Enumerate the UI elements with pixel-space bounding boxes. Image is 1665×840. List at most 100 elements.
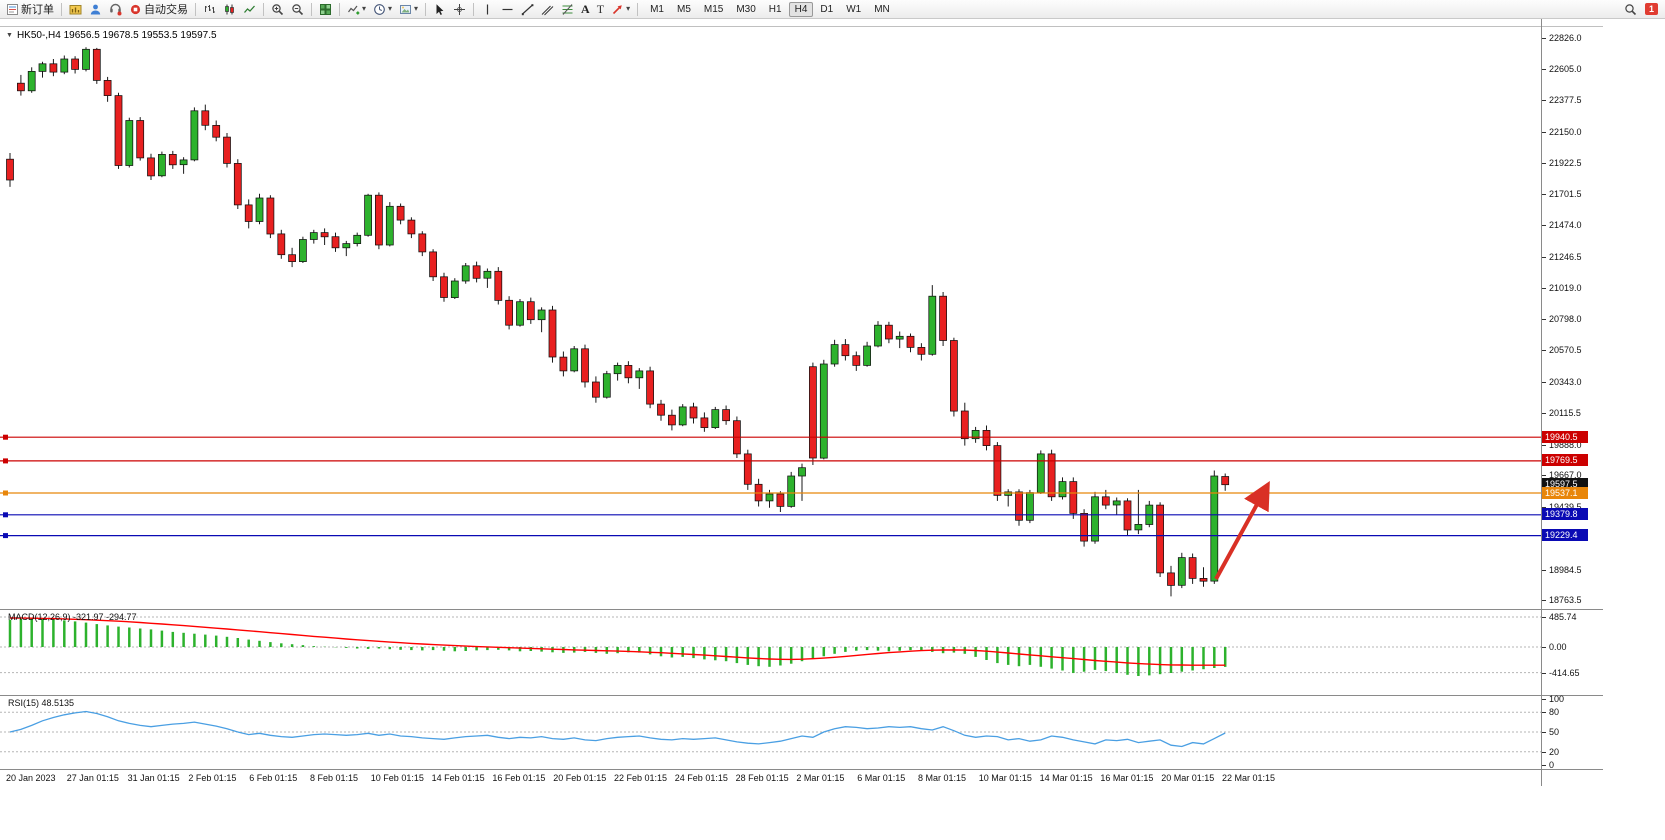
axis-tick: [1542, 647, 1546, 648]
axis-tick: [1542, 68, 1546, 70]
axis-label: 21019.0: [1549, 283, 1582, 293]
timeframe-button-m5[interactable]: M5: [676, 3, 691, 15]
timeframe-button-mn[interactable]: MN: [874, 3, 890, 15]
time-label: 20 Feb 01:15: [553, 773, 607, 783]
axis-tick: [1542, 765, 1546, 766]
new-order-icon: [7, 3, 18, 15]
text-label-button[interactable]: T: [594, 1, 607, 18]
templates-button[interactable]: ▾: [396, 1, 421, 18]
caret-down-icon: ▾: [388, 4, 393, 13]
candlestick-chart-icon: [225, 4, 234, 14]
main-chart-canvas[interactable]: [0, 27, 1541, 608]
crosshair-button[interactable]: [450, 1, 469, 18]
time-label: 16 Mar 01:15: [1100, 773, 1154, 783]
timeframe-button-d1[interactable]: D1: [820, 3, 834, 15]
label-tool-label: T: [596, 1, 605, 16]
timeframe-button-m1[interactable]: M1: [650, 3, 664, 15]
axis-tick: [1542, 475, 1546, 477]
axis-label: 50: [1549, 727, 1560, 737]
trend-arrow-annotation[interactable]: [1214, 480, 1270, 580]
collapse-arrow-icon[interactable]: ▼: [6, 32, 13, 39]
channel-button[interactable]: [538, 1, 557, 18]
line-chart-icon: [244, 5, 255, 13]
time-label: 24 Feb 01:15: [674, 773, 728, 783]
macd-label: MACD(12,26,9) -321.97 -294.77: [8, 612, 137, 622]
indicators-button[interactable]: ▾: [344, 1, 369, 18]
symbol-ohlc-header: ▼ HK50-,H4 19656.5 19678.5 19553.5 19597…: [6, 30, 217, 41]
search-button[interactable]: [1621, 1, 1640, 18]
periods-button[interactable]: ▾: [370, 1, 395, 18]
axis-label: 21474.0: [1549, 220, 1582, 231]
price-tag: 19940.5: [1542, 430, 1588, 443]
cursor-button[interactable]: [430, 1, 449, 18]
arrows-button[interactable]: ▾: [608, 1, 633, 18]
zoom-in-button[interactable]: [268, 1, 287, 18]
vertical-line-button[interactable]: [478, 1, 497, 18]
timeframe-button-h1[interactable]: H1: [768, 3, 782, 15]
new-order-button[interactable]: 新订单: [3, 1, 57, 18]
axis-label: 21922.5: [1549, 158, 1582, 169]
time-axis[interactable]: 20 Jan 2023 27 Jan 01:15 31 Jan 01:15 2 Feb…: [0, 770, 1603, 786]
time-label: 10 Mar 01:15: [978, 773, 1032, 783]
time-label: 28 Feb 01:15: [735, 773, 789, 783]
autotrading-icon: [130, 4, 141, 14]
toolbar-separator: [425, 2, 427, 16]
community-button[interactable]: [86, 1, 105, 18]
line-chart-button[interactable]: [240, 1, 259, 18]
axis-tick: [1542, 712, 1546, 714]
time-label: 6 Mar 01:15: [857, 773, 906, 783]
axis-tick: [1542, 318, 1546, 320]
time-label: 10 Feb 01:15: [370, 773, 424, 783]
axis-label: 22605.0: [1549, 63, 1582, 74]
time-label: 2 Mar 01:15: [796, 773, 845, 783]
axis-label: 80: [1549, 707, 1560, 718]
horizontal-lines-layer[interactable]: [0, 434, 1541, 539]
text-tool-label: A: [581, 1, 590, 16]
axis-label: 20343.0: [1549, 376, 1582, 387]
price-tag: 19379.8: [1542, 508, 1588, 521]
timeframe-button-h4[interactable]: H4: [788, 1, 814, 17]
horizontal-line-button[interactable]: [498, 1, 517, 18]
axis-label: 485.74: [1549, 612, 1577, 622]
text-button[interactable]: A: [578, 1, 593, 18]
price-axis[interactable]: 22826.0 22605.0 22377.5 22150.0 21922.5 21701…: [1542, 0, 1662, 786]
axis-tick: [1542, 225, 1546, 227]
toolbar-separator: [195, 2, 196, 16]
candles-layer: [6, 47, 1230, 597]
timeframe-button-w1[interactable]: W1: [846, 3, 862, 15]
tile-windows-button[interactable]: [316, 1, 335, 18]
notification-badge[interactable]: 1: [1644, 3, 1658, 15]
crosshair-icon: [454, 3, 466, 15]
timeframe-button-m15[interactable]: M15: [703, 3, 724, 15]
timeframe-button-m30[interactable]: M30: [736, 3, 756, 15]
price-tag: 19537.1: [1542, 486, 1588, 499]
axis-label: 18763.5: [1549, 595, 1582, 605]
vertical-line-icon: [486, 4, 489, 14]
sound-button[interactable]: [106, 1, 125, 18]
time-label: 8 Mar 01:15: [918, 773, 967, 783]
rsi-panel-separator[interactable]: [0, 695, 1603, 696]
time-label: 20 Jan 2023: [6, 773, 56, 783]
market-watch-button[interactable]: [66, 1, 85, 18]
axis-label: 22150.0: [1549, 126, 1582, 137]
axis-tick: [1542, 381, 1546, 383]
fibonacci-button[interactable]: [558, 1, 577, 18]
time-axis-border: [0, 769, 1603, 770]
bar-chart-button[interactable]: [200, 1, 219, 18]
price-axis-border: [1541, 19, 1542, 786]
axis-tick: [1542, 444, 1546, 446]
horizontal-line-icon: [502, 8, 513, 10]
axis-tick: [1542, 256, 1546, 258]
macd-panel-canvas[interactable]: [0, 610, 1541, 694]
axis-tick: [1542, 751, 1546, 753]
chart-top-border: [0, 26, 1603, 27]
trendline-button[interactable]: [518, 1, 537, 18]
rsi-panel-canvas[interactable]: [0, 696, 1541, 769]
axis-label: 0.00: [1549, 642, 1567, 652]
autotrading-button[interactable]: 自动交易: [126, 1, 191, 18]
zoom-out-button[interactable]: [288, 1, 307, 18]
macd-panel-separator[interactable]: [0, 609, 1603, 610]
timeframe-group: M1 M5 M15 M30 H1 H4 D1 W1 MN: [644, 1, 896, 17]
axis-tick: [1542, 506, 1546, 508]
candlestick-chart-button[interactable]: [220, 1, 239, 18]
